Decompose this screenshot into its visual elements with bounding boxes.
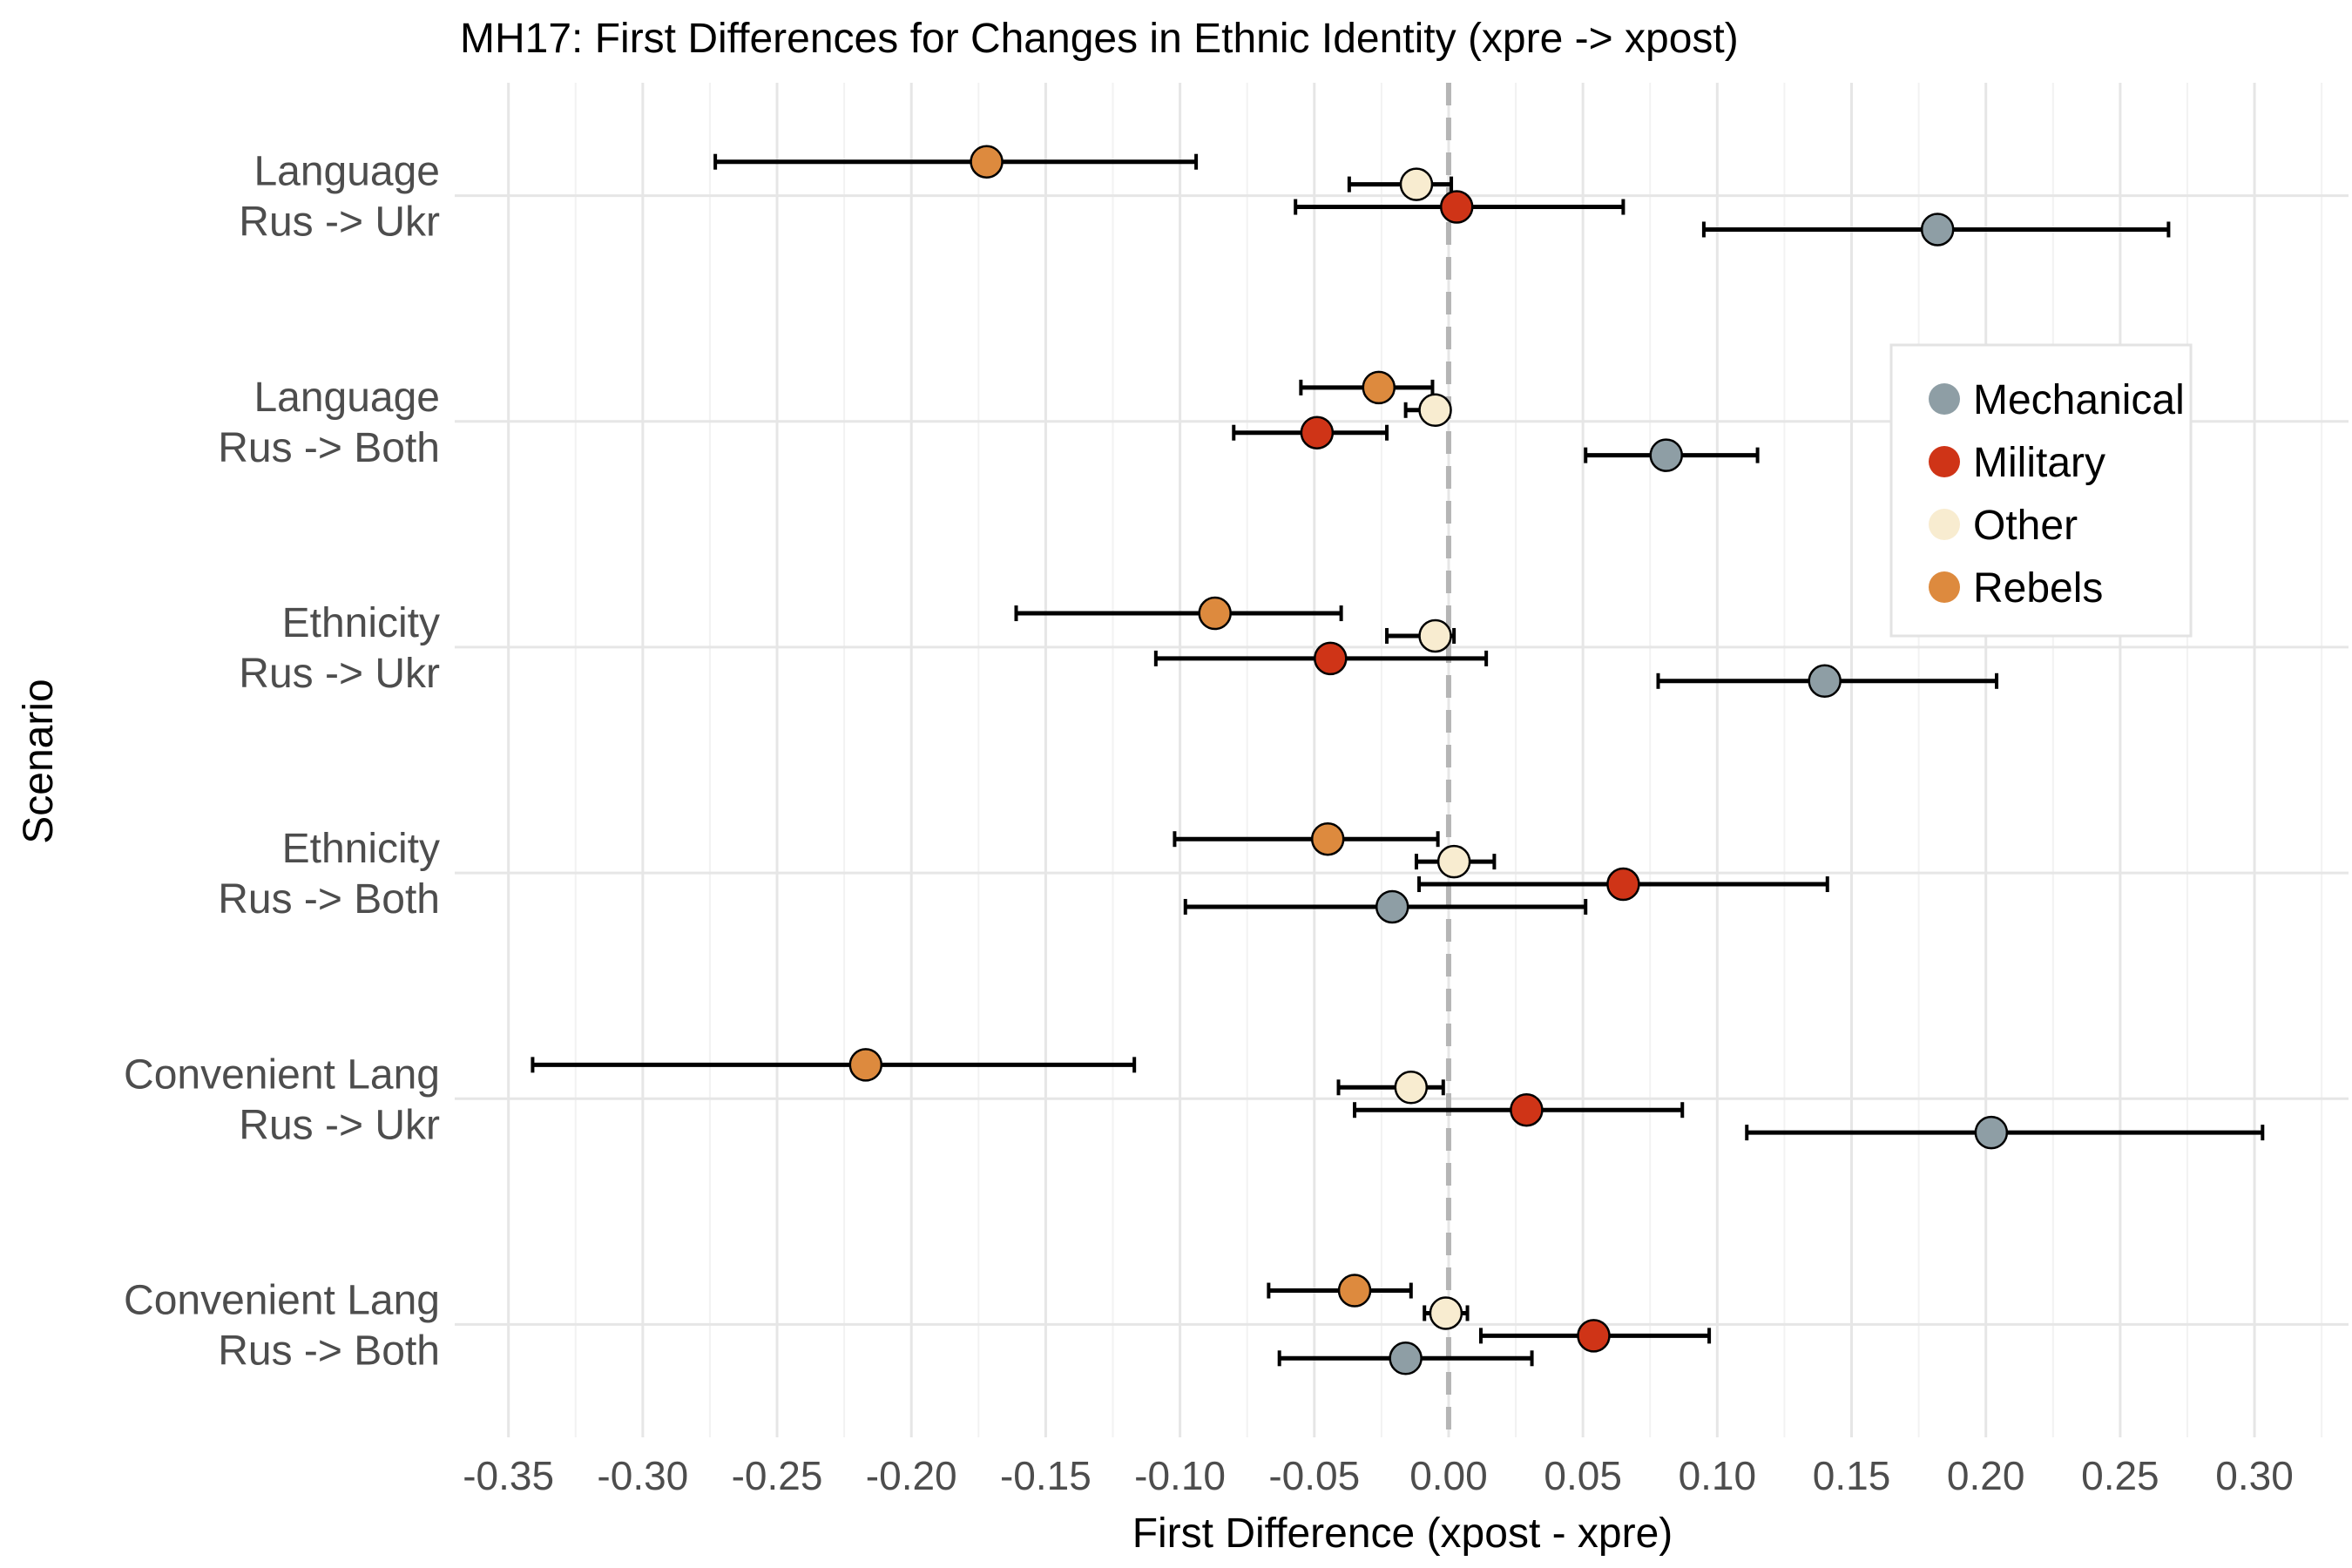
legend-swatch: [1929, 383, 1960, 415]
y-tick-label-line: Ethnicity: [282, 600, 440, 646]
point-rebels: [1310, 821, 1345, 856]
y-tick-label: Convenient Lang Rus -> Ukr: [124, 1051, 440, 1148]
x-tick-label: -0.10: [1134, 1453, 1226, 1498]
point-other: [1418, 618, 1452, 653]
point-other: [1429, 1296, 1463, 1330]
y-tick-label-line: Language: [253, 375, 440, 421]
chart-title: MH17: First Differences for Changes in E…: [460, 16, 1739, 62]
legend-swatch: [1929, 571, 1960, 603]
point-other: [1436, 844, 1471, 879]
point-military: [1300, 416, 1335, 449]
point-mechanical: [1389, 1342, 1423, 1375]
y-tick-label: Ethnicity Rus -> Ukr: [239, 600, 440, 697]
x-tick-label: -0.20: [866, 1453, 957, 1498]
x-tick-label: 0.20: [1947, 1453, 2025, 1498]
y-tick-label-line: Rus -> Both: [218, 425, 440, 471]
y-tick-label-line: Rus -> Both: [218, 1328, 440, 1374]
point-other: [1399, 167, 1434, 201]
x-tick-label: 0.00: [1409, 1453, 1488, 1498]
point-rebels: [1362, 370, 1396, 405]
y-tick-label: Convenient Lang Rus -> Both: [124, 1277, 440, 1374]
grid-layer: [455, 83, 2349, 1437]
point-mechanical: [1920, 213, 1955, 247]
point-other: [1394, 1071, 1429, 1105]
y-tick-label-line: Rus -> Ukr: [239, 1102, 440, 1148]
point-rebels: [1337, 1274, 1372, 1308]
y-tick-label-line: Ethnicity: [282, 826, 440, 872]
point-military: [1314, 641, 1348, 676]
x-tick-label: -0.25: [732, 1453, 823, 1498]
point-military: [1577, 1319, 1611, 1353]
legend-swatch: [1929, 509, 1960, 540]
point-rebels: [970, 145, 1004, 179]
x-tick-label: 0.05: [1544, 1453, 1622, 1498]
x-tick-labels: -0.35 -0.30 -0.25 -0.20 -0.15 -0.10 -0.05 0.00 0…: [463, 1453, 2294, 1498]
legend-item-mechanical: Mechanical: [1929, 377, 2185, 423]
point-layer: [848, 145, 2009, 1375]
point-military: [1510, 1092, 1544, 1127]
legend-label: Rebels: [1973, 565, 2103, 612]
point-rebels: [848, 1048, 883, 1082]
legend-items: Mechanical Military Other Rebels: [1929, 377, 2185, 612]
point-other: [1418, 393, 1452, 428]
y-tick-label-line: Rus -> Ukr: [239, 199, 440, 246]
legend-item-military: Military: [1929, 440, 2105, 486]
point-mechanical: [1808, 664, 1842, 699]
y-tick-label-line: Rus -> Ukr: [239, 651, 440, 697]
legend-swatch: [1929, 446, 1960, 477]
y-tick-label: Ethnicity Rus -> Both: [218, 826, 440, 923]
legend-item-other: Other: [1929, 503, 2078, 549]
point-mechanical: [1649, 438, 1683, 472]
x-tick-label: -0.05: [1268, 1453, 1360, 1498]
y-tick-label-line: Convenient Lang: [124, 1051, 440, 1098]
point-military: [1439, 190, 1474, 224]
errorbar-layer: [531, 153, 2265, 1367]
errorbar-rebels: [531, 1057, 1137, 1073]
y-tick-label-line: Convenient Lang: [124, 1277, 440, 1323]
x-axis-title: First Difference (xpost - xpre): [1132, 1511, 1673, 1557]
x-tick-label: -0.15: [1000, 1453, 1092, 1498]
y-tick-label-line: Language: [253, 149, 440, 195]
legend-item-rebels: Rebels: [1929, 565, 2103, 612]
legend-label: Military: [1973, 440, 2105, 486]
y-axis-title: Scenario: [16, 679, 62, 843]
x-tick-label: 0.10: [1679, 1453, 1757, 1498]
errorbar-rebels: [713, 153, 1199, 170]
x-tick-label: 0.15: [1813, 1453, 1891, 1498]
legend-label: Mechanical: [1973, 377, 2185, 423]
point-mechanical: [1974, 1115, 2009, 1150]
x-tick-label: -0.30: [597, 1453, 688, 1498]
y-tick-label-line: Rus -> Both: [218, 876, 440, 923]
y-tick-label: Language Rus -> Both: [218, 375, 440, 471]
x-tick-label: 0.30: [2215, 1453, 2294, 1498]
point-military: [1606, 867, 1640, 902]
legend: Mechanical Military Other Rebels: [1889, 343, 2193, 638]
y-tick-label: Language Rus -> Ukr: [239, 149, 440, 246]
legend-label: Other: [1973, 503, 2078, 549]
point-mechanical: [1375, 889, 1409, 924]
errorbar-rebels: [1014, 605, 1343, 622]
errorbar-rebels: [1173, 831, 1440, 848]
x-tick-label: 0.25: [2081, 1453, 2159, 1498]
point-rebels: [1198, 596, 1232, 631]
x-tick-label: -0.35: [463, 1453, 554, 1498]
